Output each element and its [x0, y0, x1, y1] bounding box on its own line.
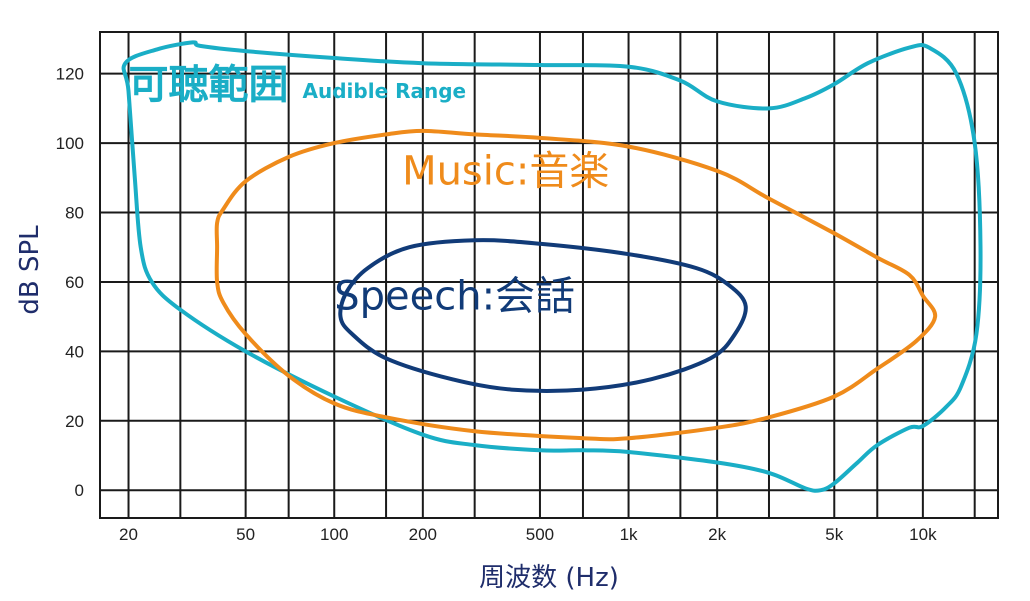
speech-label: Speech:会話 — [334, 274, 575, 320]
x-tick-label: 50 — [236, 525, 255, 544]
x-axis-title: 周波数 (Hz) — [479, 563, 619, 593]
y-tick-label: 0 — [75, 481, 84, 500]
x-tick-label: 5k — [825, 525, 843, 544]
audible-range-label: 可聴範囲 Audible Range — [129, 62, 467, 108]
region-labels: 可聴範囲 Audible Range Music:音楽 Speech:会話 — [129, 62, 610, 320]
x-tick-label: 200 — [409, 525, 437, 544]
x-tick-labels: 20 50 100 200 500 1k 2k 5k 10k — [119, 525, 937, 544]
plot-frame — [99, 31, 999, 519]
y-tick-labels: 0 20 40 60 80 100 120 — [56, 65, 84, 501]
speech-region — [338, 238, 748, 393]
regions — [121, 40, 983, 493]
y-tick-label: 100 — [56, 134, 84, 153]
music-region — [214, 128, 938, 442]
y-tick-label: 40 — [65, 342, 84, 361]
x-tick-label: 10k — [909, 525, 937, 544]
x-tick-label: 100 — [320, 525, 348, 544]
x-tick-label: 1k — [620, 525, 638, 544]
y-tick-label: 20 — [65, 412, 84, 431]
music-label: Music:音楽 — [402, 149, 609, 195]
y-axis-title: dB SPL — [15, 225, 45, 315]
y-tick-label: 60 — [65, 273, 84, 292]
x-tick-label: 20 — [119, 525, 138, 544]
x-tick-label: 500 — [526, 525, 554, 544]
y-tick-label: 80 — [65, 204, 84, 223]
x-tick-label: 2k — [708, 525, 726, 544]
y-tick-label: 120 — [56, 65, 84, 84]
audible-range-region — [121, 40, 983, 493]
